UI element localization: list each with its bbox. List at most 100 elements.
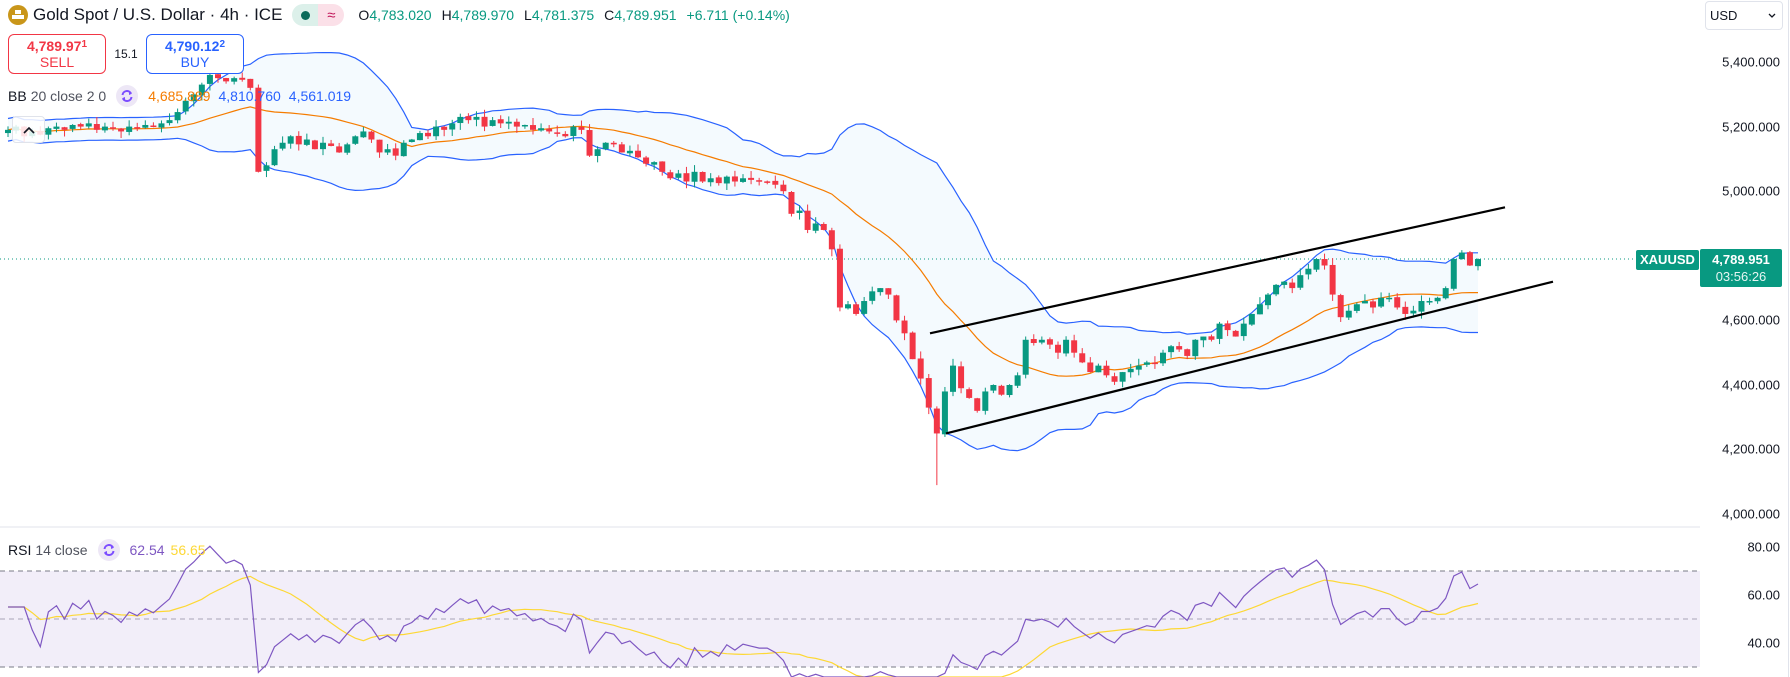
candle xyxy=(723,175,730,191)
rsi-legend[interactable]: RSI 14 close 62.54 56.65 xyxy=(8,539,206,561)
candle xyxy=(166,113,173,126)
candle xyxy=(1168,345,1175,358)
candle xyxy=(570,124,577,142)
candle xyxy=(1378,292,1385,309)
candle xyxy=(950,358,956,397)
symbol-price-tag: XAUUSD xyxy=(1636,250,1699,270)
low-value: 4,781.375 xyxy=(531,7,595,23)
candle xyxy=(1386,292,1393,303)
chart-canvas[interactable] xyxy=(0,0,1700,677)
candle xyxy=(1394,293,1401,310)
price-axis[interactable]: 5,400.000 5,200.000 5,000.000 4,600.000 … xyxy=(1700,0,1788,527)
candle xyxy=(1361,294,1368,304)
market-status[interactable]: ≈ xyxy=(292,4,345,26)
candle xyxy=(1281,280,1288,289)
candle xyxy=(586,124,593,157)
candle xyxy=(974,397,981,413)
candle xyxy=(1337,293,1344,322)
symbol-title[interactable]: Gold Spot / U.S. Dollar · 4h · ICE xyxy=(33,5,283,24)
candle xyxy=(311,139,318,150)
candle xyxy=(1232,329,1239,337)
candle xyxy=(344,142,351,155)
candle xyxy=(836,244,843,312)
candle xyxy=(941,386,948,437)
candle xyxy=(1402,301,1409,320)
candle xyxy=(223,77,230,84)
trend-line-upper[interactable] xyxy=(929,206,1506,335)
candle xyxy=(1321,253,1328,270)
gold-bars-icon xyxy=(8,5,28,25)
candle xyxy=(1127,363,1134,378)
candle xyxy=(497,115,504,129)
candle xyxy=(877,288,884,296)
trend-line-lower[interactable] xyxy=(945,280,1554,435)
rsi-tick: 80.00 xyxy=(1747,539,1780,555)
candle xyxy=(1475,258,1481,271)
candle xyxy=(1038,336,1045,345)
candle xyxy=(263,162,270,178)
candle xyxy=(449,119,456,136)
rsi-axis[interactable]: 80.00 60.00 40.00 xyxy=(1700,527,1788,677)
candle xyxy=(77,122,84,130)
candle xyxy=(1160,349,1166,367)
candle xyxy=(1014,372,1021,388)
candle xyxy=(602,142,609,151)
candle xyxy=(1055,341,1061,359)
candle xyxy=(1143,360,1150,367)
candle xyxy=(691,165,698,188)
candle xyxy=(521,124,528,129)
candle xyxy=(893,294,900,323)
candle xyxy=(788,190,795,217)
collapse-legend-button[interactable] xyxy=(12,116,45,143)
candle xyxy=(465,113,472,124)
sell-button[interactable]: 4,789.971 SELL xyxy=(8,34,106,74)
ohlc-values: O4,783.020 H4,789.970 L4,781.375 C4,789.… xyxy=(358,7,790,23)
candle xyxy=(320,136,326,156)
candle xyxy=(85,118,92,129)
candle xyxy=(239,72,246,82)
rsi-tick: 60.00 xyxy=(1747,587,1780,603)
candle xyxy=(1434,296,1441,304)
candle xyxy=(1087,357,1094,373)
candle xyxy=(1071,334,1078,358)
bollinger-legend[interactable]: BB 20 close 2 0 4,685.889 4,810.760 4,56… xyxy=(8,85,351,107)
candle xyxy=(376,139,383,158)
trend-channel-lines[interactable] xyxy=(929,206,1554,435)
candle xyxy=(1466,250,1473,266)
candle xyxy=(772,175,779,189)
change-value: +6.711 (+0.14%) xyxy=(686,7,790,23)
candle xyxy=(1022,336,1029,379)
candle xyxy=(481,109,488,132)
sync-icon[interactable] xyxy=(97,539,120,561)
candle xyxy=(1103,360,1110,378)
candlestick-series xyxy=(5,68,1481,486)
candle xyxy=(392,143,399,161)
candle xyxy=(303,133,310,147)
candle xyxy=(1458,250,1465,260)
rsi-value: 62.54 xyxy=(129,542,165,558)
buy-button[interactable]: 4,790.122 BUY xyxy=(146,34,244,74)
candle xyxy=(828,227,835,257)
candle xyxy=(279,136,286,151)
candle xyxy=(1289,278,1296,294)
candle xyxy=(578,120,585,135)
candle xyxy=(328,139,335,147)
candle xyxy=(1208,334,1215,342)
candle xyxy=(958,361,965,394)
candle xyxy=(845,300,851,310)
price-tick: 4,200.000 xyxy=(1722,441,1780,457)
close-value: 4,789.951 xyxy=(614,7,677,23)
candle xyxy=(715,175,722,186)
currency-select[interactable]: USD xyxy=(1705,1,1783,30)
bar-countdown: 03:56:26 xyxy=(1715,269,1767,284)
candle xyxy=(142,120,149,129)
candle xyxy=(748,171,755,185)
candle xyxy=(1345,305,1352,320)
candle xyxy=(885,288,892,299)
candle xyxy=(538,123,545,132)
candle xyxy=(425,129,431,139)
candle xyxy=(998,384,1005,396)
sync-icon[interactable] xyxy=(116,85,139,107)
candle xyxy=(416,130,423,141)
bb-basis-value: 4,685.889 xyxy=(148,88,211,104)
